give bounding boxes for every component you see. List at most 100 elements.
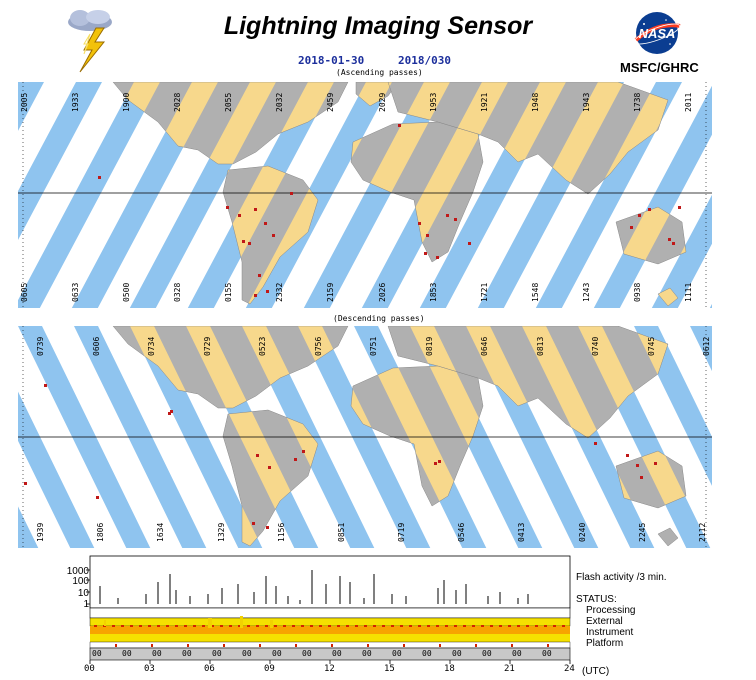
orbit-label: 1953 (428, 92, 438, 112)
status-mark (418, 625, 421, 627)
platform-mark (439, 644, 441, 647)
hour-label: 06 (204, 664, 215, 674)
descending-map: 0739 0606 0734 0729 0523 0756 0751 0819 0646 0813… (18, 326, 712, 548)
hour-label: 21 (504, 664, 515, 674)
status-mark (139, 625, 142, 627)
status-mark (283, 625, 286, 627)
platform-row-label: 00 (212, 649, 222, 658)
orbit-label: 2029 (377, 92, 387, 112)
status-mark (157, 625, 160, 627)
status-mark (391, 625, 394, 627)
status-external: External (586, 616, 623, 627)
status-mark (454, 625, 457, 627)
orbit-label: 0938 (632, 282, 642, 302)
platform-mark (511, 644, 513, 647)
orbit-label: 2026 (377, 282, 387, 302)
status-mark (499, 625, 502, 627)
orbit-label: 2332 (275, 282, 285, 302)
platform-mark (367, 644, 369, 647)
orbit-label: 0523 (258, 336, 267, 356)
orbit-label: 0612 (702, 336, 711, 356)
timeline-panel: 1000 100 10 1 Flash activity /3 min. STA… (0, 552, 756, 680)
status-mark (166, 625, 169, 627)
flash-activity-bars (99, 570, 529, 604)
platform-mark (295, 644, 297, 647)
status-red-marks (94, 625, 565, 647)
orbit-label: 1933 (71, 92, 81, 112)
status-mark (400, 625, 403, 627)
status-mark (130, 625, 133, 627)
status-mark (247, 625, 250, 627)
orbit-label: 0413 (517, 522, 527, 542)
status-processing: Processing (586, 605, 636, 616)
platform-row-label: 00 (152, 649, 162, 658)
status-mark (310, 625, 313, 627)
processing-yellow-marks (104, 616, 273, 628)
lightning-flashes-desc (24, 384, 657, 529)
orbit-label: 1329 (216, 522, 226, 542)
status-label: STATUS: (576, 594, 617, 605)
status-mark (202, 625, 205, 627)
platform-row-label: 00 (272, 649, 282, 658)
orbit-label: 0605 (20, 282, 29, 302)
status-mark (445, 625, 448, 627)
date-label: 2018-01-30 (298, 54, 365, 67)
orbit-label: 0756 (313, 336, 323, 356)
platform-mark (547, 644, 549, 647)
orbit-label: 0606 (91, 336, 101, 356)
status-mark (319, 625, 322, 627)
status-mark (256, 625, 259, 627)
nasa-logo: NASA (630, 10, 684, 56)
orbit-label: 1853 (428, 282, 438, 302)
platform-row-label: 00 (422, 649, 432, 658)
platform-mark (331, 644, 333, 647)
status-mark (463, 625, 466, 627)
status-mark (517, 625, 520, 627)
status-mark (544, 625, 547, 627)
platform-row-label: 00 (452, 649, 462, 658)
day-of-year-label: 2018/030 (398, 54, 451, 67)
orbit-label: 0729 (202, 336, 212, 356)
hour-label: 00 (84, 664, 95, 674)
y-tick-10: 10 (77, 588, 89, 599)
y-tick-1: 1 (83, 599, 89, 610)
orbit-label: 0745 (646, 336, 656, 356)
status-instrument: Instrument (586, 627, 634, 638)
orbit-label: 1806 (96, 522, 106, 542)
y-tick-100: 100 (72, 576, 89, 587)
status-mark (112, 625, 115, 627)
status-mark (193, 625, 196, 627)
status-mark (346, 625, 349, 627)
orbit-label: 0328 (173, 282, 183, 302)
platform-mark (475, 644, 477, 647)
platform-mark (115, 644, 117, 647)
status-mark (508, 625, 511, 627)
status-mark (526, 625, 529, 627)
status-mark (481, 625, 484, 627)
orbit-label: 1900 (122, 92, 132, 112)
platform-row-label: 00 (482, 649, 492, 658)
orbit-label: 2159 (326, 282, 336, 302)
org-label: MSFC/GHRC (620, 60, 699, 75)
status-mark (436, 625, 439, 627)
platform-mark (151, 644, 153, 647)
orbit-label: 1948 (530, 92, 540, 112)
hour-label: 03 (144, 664, 155, 674)
orbit-label: 2459 (326, 92, 336, 112)
platform-row-label: 00 (92, 649, 102, 658)
status-mark (490, 625, 493, 627)
status-mark (220, 625, 223, 627)
orbit-label: 1243 (581, 282, 591, 302)
ascending-caption: (Ascending passes) (336, 68, 423, 77)
status-mark (265, 625, 268, 627)
lightning-flashes-asc (98, 124, 681, 297)
status-mark (472, 625, 475, 627)
utc-label: (UTC) (582, 666, 610, 677)
status-mark (274, 625, 277, 627)
status-mark (184, 625, 187, 627)
hour-label: 09 (264, 664, 275, 674)
status-mark (94, 625, 97, 627)
status-mark (121, 625, 124, 627)
orbit-label: 1921 (479, 92, 489, 112)
status-mark (355, 625, 358, 627)
